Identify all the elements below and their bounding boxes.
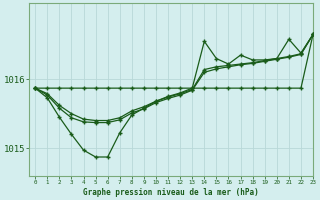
X-axis label: Graphe pression niveau de la mer (hPa): Graphe pression niveau de la mer (hPa): [83, 188, 259, 197]
